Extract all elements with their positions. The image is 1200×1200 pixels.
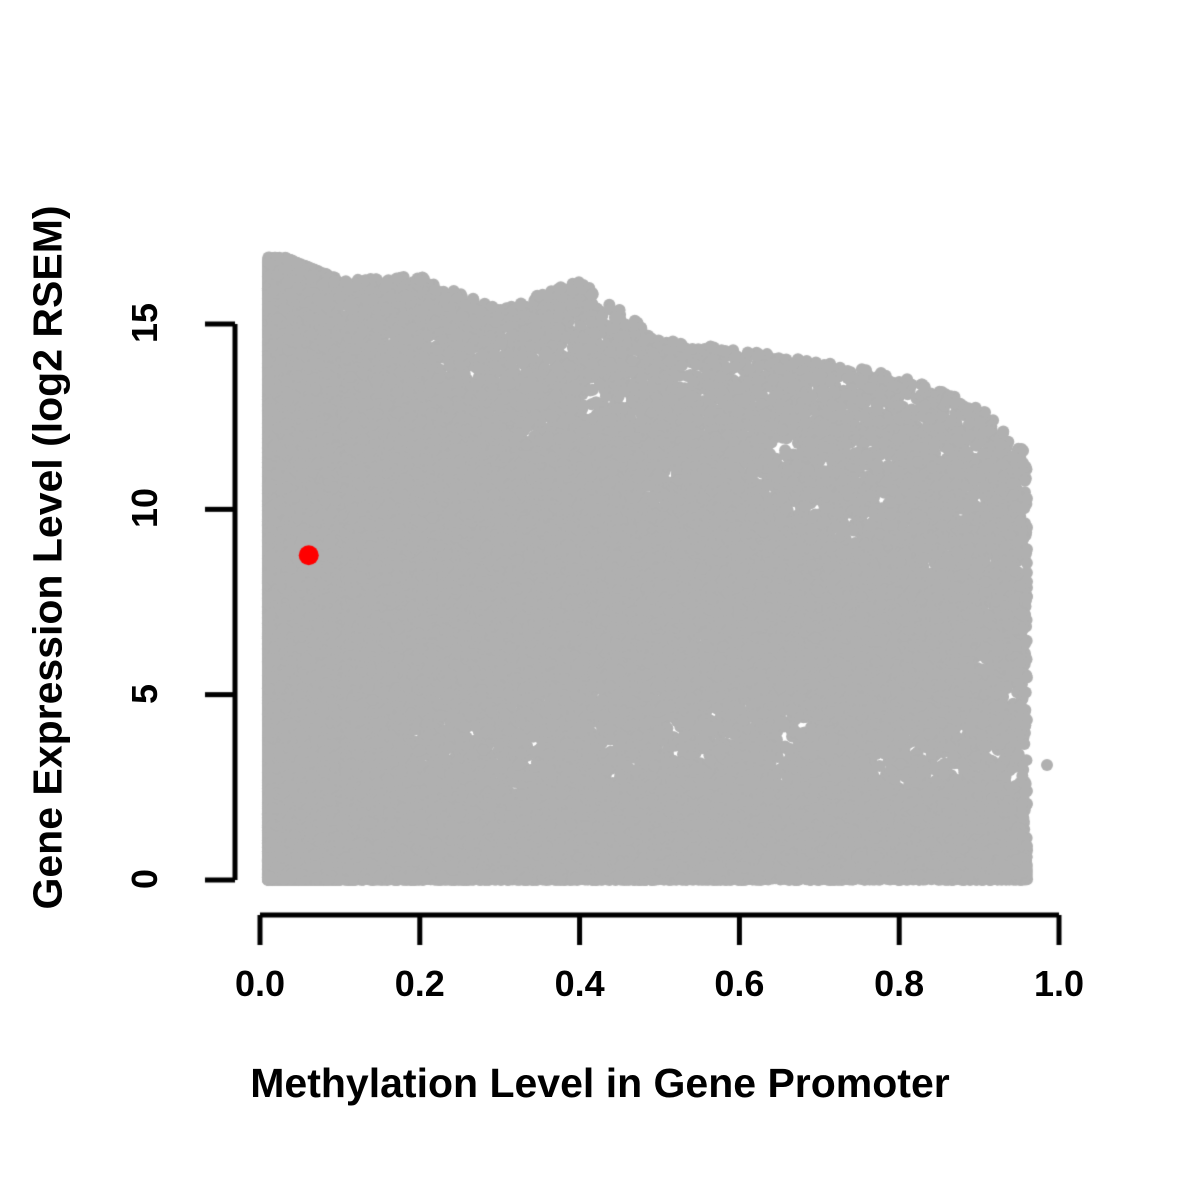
x-tick-label: 0.2 [394,963,445,1004]
x-tick-label: 0.4 [554,963,605,1004]
y-axis-title-wrapper: Gene Expression Level (log2 RSEM) [25,128,72,988]
x-axis-title: Methylation Level in Gene Promoter [250,1060,950,1106]
x-tick-label: 1.0 [1033,963,1085,1004]
y-tick-label: 0 [124,868,165,890]
x-tick-label: 0.0 [234,963,286,1004]
y-axis-title: Gene Expression Level (log2 RSEM) [24,205,71,910]
x-tick-label: 0.6 [714,963,765,1004]
x-tick-label: 0.8 [874,963,925,1004]
y-tick-label: 5 [124,683,165,704]
y-tick-label: 10 [124,488,165,529]
y-tick-label: 15 [124,302,165,344]
